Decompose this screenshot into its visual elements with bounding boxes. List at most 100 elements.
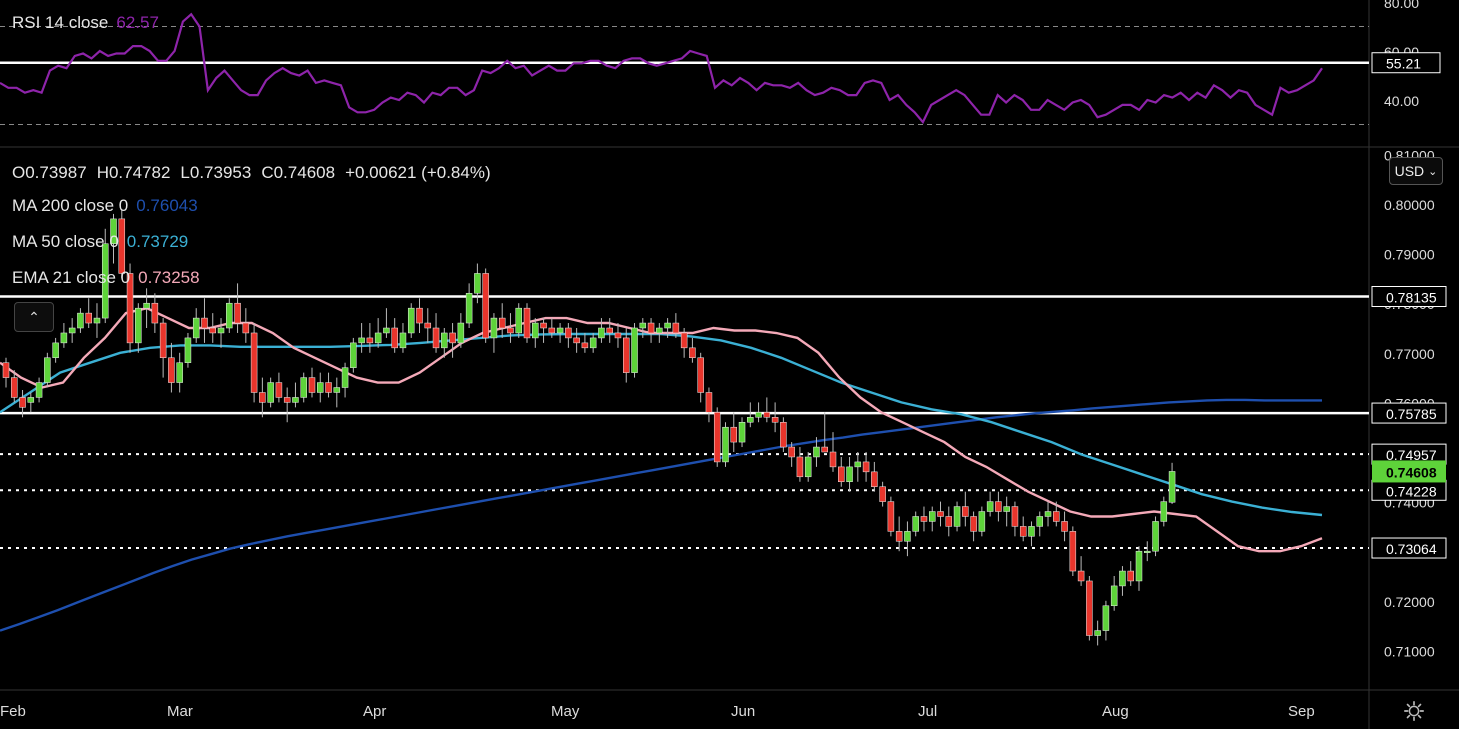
candle-body xyxy=(143,302,150,309)
candle-body xyxy=(565,327,572,339)
candle-body xyxy=(614,332,622,339)
ema21-legend-label: EMA 21 close 0 xyxy=(12,268,131,287)
candle-body xyxy=(1019,526,1027,537)
time-tick-label: Sep xyxy=(1288,703,1315,720)
price-tick-label: 0.77000 xyxy=(1384,346,1435,362)
time-tick-label: Mar xyxy=(167,703,193,720)
candle-body xyxy=(623,337,630,373)
candle-body xyxy=(366,337,374,344)
candle-body xyxy=(664,322,671,329)
candle-body xyxy=(656,327,663,334)
candle-body xyxy=(986,501,994,512)
candle-body xyxy=(85,312,92,324)
candle-body xyxy=(589,337,597,349)
rsi-tick-label: 40.00 xyxy=(1384,93,1419,109)
ma50-legend-value: 0.73729 xyxy=(126,232,189,251)
ma50-legend-label: MA 50 close 0 xyxy=(12,232,119,251)
candle-body xyxy=(556,327,564,334)
candle-body xyxy=(234,302,241,324)
candle-body xyxy=(490,317,498,339)
candle-body xyxy=(962,506,969,517)
candle-body xyxy=(1102,605,1110,631)
ma50-legend[interactable]: MA 50 close 0 0.73729 xyxy=(12,232,188,252)
candle-body xyxy=(796,456,804,478)
candle-body xyxy=(432,327,440,349)
candle-body xyxy=(945,516,953,527)
candle-body xyxy=(1127,570,1134,582)
candle-body xyxy=(829,451,837,468)
candle-body xyxy=(77,312,84,329)
candle-body xyxy=(763,412,771,418)
candle-body xyxy=(250,332,258,393)
candle-body xyxy=(474,273,481,294)
candle-body xyxy=(813,446,820,458)
price-line-label: 0.78135 xyxy=(1386,290,1437,306)
candle-body xyxy=(780,421,787,448)
price-line-label: 0.74228 xyxy=(1386,483,1437,499)
candle-body xyxy=(449,332,456,344)
time-tick-label: Jun xyxy=(731,703,755,720)
candle-body xyxy=(639,322,647,329)
rsi-legend-label: RSI 14 close xyxy=(12,13,109,32)
candle-body xyxy=(1152,521,1159,552)
ohlc-close: C0.74608 xyxy=(261,163,336,182)
candle-body xyxy=(2,362,10,378)
price-line-label: 0.74957 xyxy=(1386,447,1437,463)
candle-body xyxy=(755,412,762,418)
candle-body xyxy=(192,317,200,339)
candle-body xyxy=(532,322,539,339)
rsi-line xyxy=(0,12,1323,125)
candle-body xyxy=(573,337,580,344)
candle-body xyxy=(333,387,341,393)
candle-body xyxy=(391,327,398,349)
candle-body xyxy=(689,347,696,359)
time-tick-label: Apr xyxy=(363,703,386,720)
candle-body xyxy=(300,377,307,398)
candle-body xyxy=(1044,511,1052,517)
candle-body xyxy=(209,327,216,334)
ma50-line xyxy=(0,332,1323,517)
candle-body xyxy=(581,342,589,349)
gear-icon[interactable] xyxy=(1403,700,1425,722)
ema21-legend[interactable]: EMA 21 close 0 0.73258 xyxy=(12,268,200,288)
candle-body xyxy=(259,392,266,403)
candle-body xyxy=(168,357,175,383)
currency-button[interactable]: USD ⌄ xyxy=(1389,157,1443,185)
candle-body xyxy=(457,322,465,344)
time-tick-label: Aug xyxy=(1102,703,1129,720)
rsi-legend-value: 62.57 xyxy=(116,13,159,32)
time-tick-label: Jul xyxy=(918,703,937,720)
ohlc-change: +0.00621 (+0.84%) xyxy=(345,163,491,182)
candle-body xyxy=(730,426,738,443)
candle-body xyxy=(887,501,895,532)
candle-body xyxy=(788,446,795,458)
collapse-legend-button[interactable]: ⌃ xyxy=(14,302,54,332)
candle-body xyxy=(44,357,51,383)
candle-body xyxy=(1160,501,1168,522)
rsi-tick-label: 80.00 xyxy=(1384,0,1419,11)
candle-body xyxy=(722,426,729,463)
current-price-box xyxy=(1372,460,1446,483)
candle-body xyxy=(60,332,68,344)
candle-body xyxy=(325,382,332,393)
price-line-label-box xyxy=(1371,537,1447,559)
candle-body xyxy=(242,322,250,334)
candle-body xyxy=(895,531,903,542)
price-tick-label: 0.80000 xyxy=(1384,197,1435,213)
price-line-label: 0.75785 xyxy=(1386,406,1437,422)
candle-body xyxy=(159,322,167,359)
candle-body xyxy=(110,218,117,244)
candle-body xyxy=(226,302,233,329)
candle-body xyxy=(854,461,862,468)
price-tick-label: 0.71000 xyxy=(1384,643,1435,659)
candle-body xyxy=(771,417,779,423)
time-tick-label: May xyxy=(551,703,580,720)
ohlc-open: O0.73987 xyxy=(12,163,87,182)
candle-body xyxy=(27,397,35,403)
ma200-legend[interactable]: MA 200 close 0 0.76043 xyxy=(12,196,198,216)
price-line-label-box xyxy=(1371,286,1447,308)
candle-body xyxy=(374,332,382,344)
candle-body xyxy=(912,516,919,532)
candle-body xyxy=(606,327,613,334)
